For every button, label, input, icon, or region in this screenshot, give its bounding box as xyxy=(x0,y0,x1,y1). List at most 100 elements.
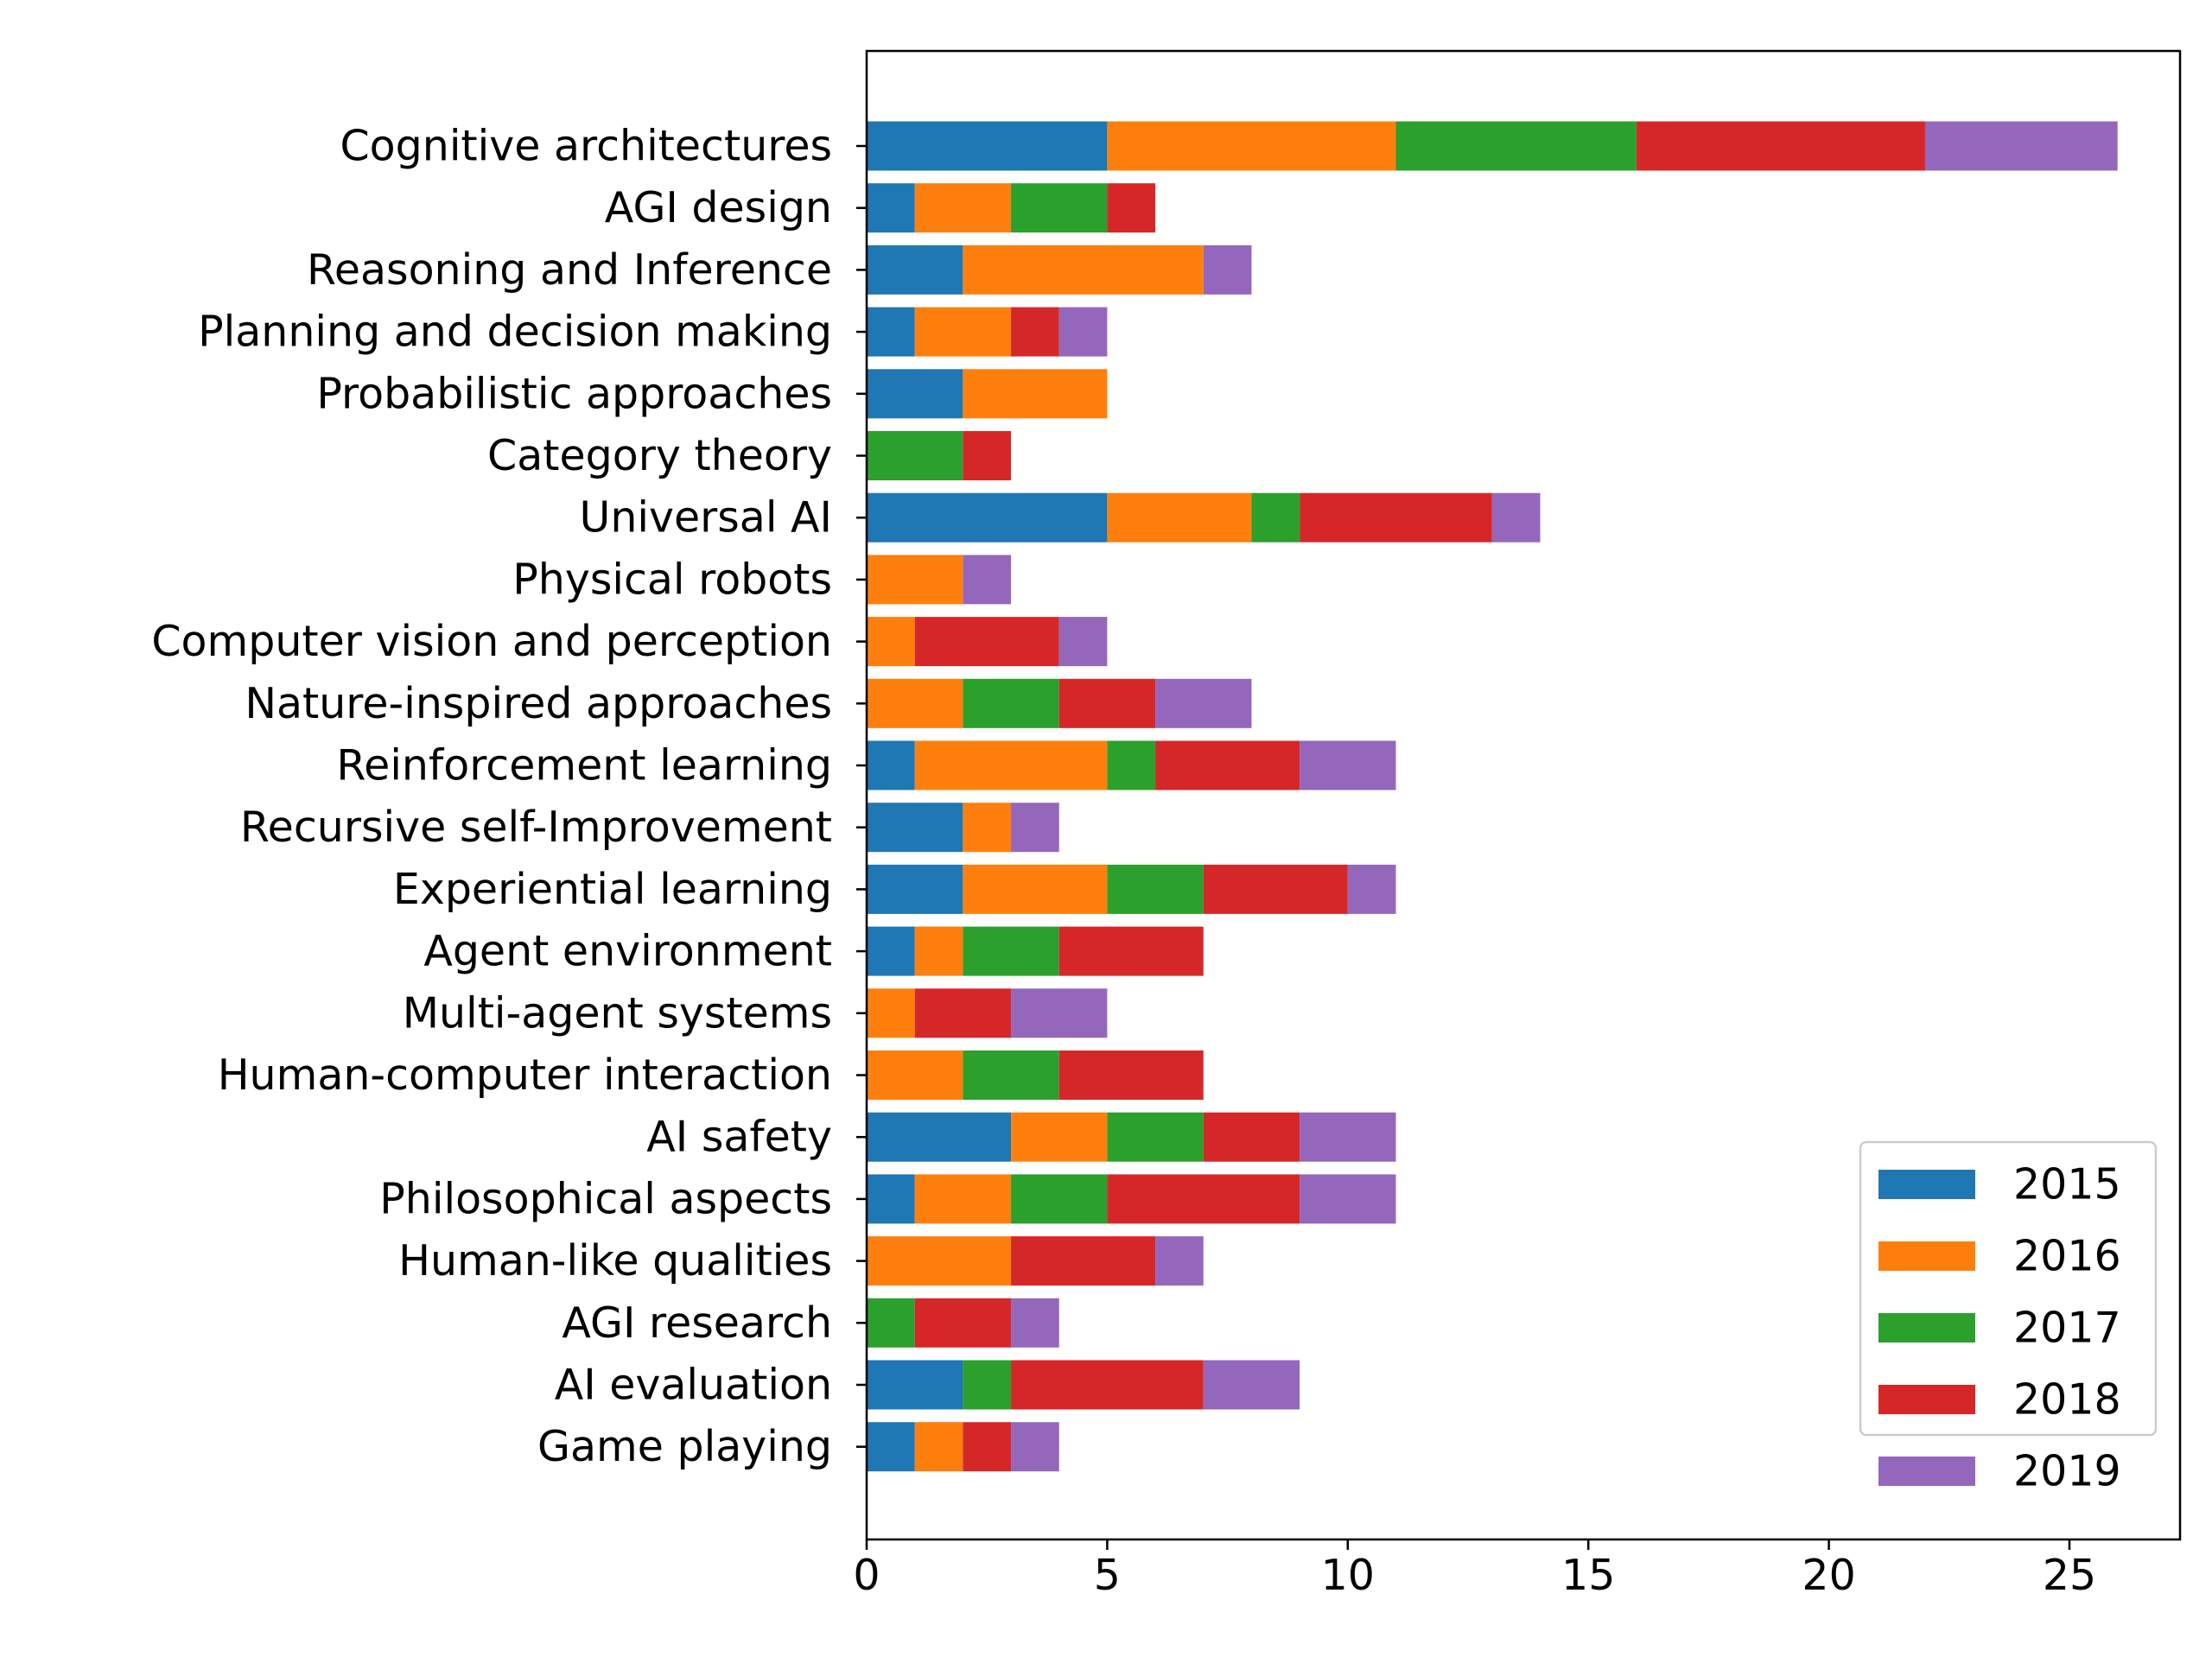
x-tick-label-15: 15 xyxy=(1561,1551,1615,1600)
bar-human-computer-interaction-2018 xyxy=(1058,1050,1204,1100)
bar-recursive-self-improvement-2019 xyxy=(1011,803,1059,853)
bar-experiential-learning-2015 xyxy=(867,864,963,914)
bar-experiential-learning-2017 xyxy=(1107,864,1204,914)
bar-philosophical-aspects-2017 xyxy=(1011,1174,1108,1224)
bar-planning-and-decision-making-2016 xyxy=(914,307,1012,357)
bar-multi-agent-systems-2018 xyxy=(914,988,1012,1038)
bar-ai-safety-2015 xyxy=(867,1112,1012,1162)
bar-philosophical-aspects-2018 xyxy=(1107,1174,1300,1224)
category-label-game-playing: Game playing xyxy=(537,1422,832,1471)
bar-recursive-self-improvement-2016 xyxy=(963,803,1012,853)
category-label-universal-ai: Universal AI xyxy=(579,493,832,543)
category-label-nature-inspired-approaches: Nature-inspired approaches xyxy=(245,679,832,728)
legend-swatch-2015 xyxy=(1878,1170,1975,1199)
bar-game-playing-2016 xyxy=(914,1422,963,1472)
bar-ai-evaluation-2018 xyxy=(1011,1360,1204,1410)
bar-agent-environment-2015 xyxy=(867,926,915,976)
bar-universal-ai-2017 xyxy=(1251,492,1300,543)
bar-reasoning-and-inference-2019 xyxy=(1203,244,1252,295)
bar-reinforcement-learning-2018 xyxy=(1155,740,1300,790)
bar-category-theory-2017 xyxy=(867,431,963,480)
legend-label-2016: 2016 xyxy=(2013,1232,2121,1281)
bar-nature-inspired-approaches-2016 xyxy=(867,678,963,728)
bar-universal-ai-2018 xyxy=(1300,492,1492,543)
bar-reinforcement-learning-2019 xyxy=(1300,740,1396,790)
legend-label-2019: 2019 xyxy=(2013,1447,2121,1496)
bar-experiential-learning-2016 xyxy=(963,864,1108,914)
bar-ai-evaluation-2015 xyxy=(867,1360,963,1410)
bar-ai-safety-2017 xyxy=(1107,1112,1204,1162)
category-label-category-theory: Category theory xyxy=(487,431,832,480)
bar-agent-environment-2016 xyxy=(914,926,963,976)
bar-cognitive-architectures-2019 xyxy=(1924,121,2118,171)
legend-label-2017: 2017 xyxy=(2013,1304,2121,1353)
category-label-experiential-learning: Experiential learning xyxy=(393,865,832,914)
category-label-recursive-self-improvement: Recursive self-Improvement xyxy=(240,803,832,852)
legend-swatch-2016 xyxy=(1878,1241,1975,1271)
category-label-multi-agent-systems: Multi-agent systems xyxy=(403,988,832,1038)
bar-reinforcement-learning-2016 xyxy=(914,740,1108,790)
bar-planning-and-decision-making-2018 xyxy=(1011,307,1059,357)
bar-ai-evaluation-2019 xyxy=(1203,1360,1300,1410)
bar-reasoning-and-inference-2015 xyxy=(867,244,963,295)
category-label-human-computer-interaction: Human-computer interaction xyxy=(218,1050,832,1100)
bar-agent-environment-2018 xyxy=(1058,926,1204,976)
legend-swatch-2018 xyxy=(1878,1385,1975,1414)
x-tick-label-25: 25 xyxy=(2043,1551,2096,1600)
bar-game-playing-2019 xyxy=(1011,1422,1059,1472)
legend: 2015 2016 2017 2018 2019 xyxy=(1859,1140,2158,1496)
bar-agi-research-2019 xyxy=(1011,1298,1059,1348)
x-axis: 0 5 10 15 20 25 xyxy=(853,1539,2096,1600)
category-label-agi-design: AGI design xyxy=(605,183,832,232)
bar-ai-safety-2018 xyxy=(1203,1112,1300,1162)
bar-cognitive-architectures-2018 xyxy=(1636,121,1925,171)
bar-ai-evaluation-2017 xyxy=(963,1360,1012,1410)
bar-nature-inspired-approaches-2019 xyxy=(1155,678,1252,728)
category-label-reinforcement-learning: Reinforcement learning xyxy=(336,741,832,790)
category-label-agent-environment: Agent environment xyxy=(423,927,832,976)
category-label-cognitive-architectures: Cognitive architectures xyxy=(340,122,832,171)
bar-universal-ai-2015 xyxy=(867,492,1108,543)
bar-game-playing-2018 xyxy=(963,1422,1012,1472)
bar-human-computer-interaction-2017 xyxy=(963,1050,1059,1100)
bar-reinforcement-learning-2017 xyxy=(1107,740,1156,790)
bar-probabilistic-approaches-2015 xyxy=(867,369,963,419)
bar-computer-vision-and-perception-2016 xyxy=(867,617,915,667)
bar-cognitive-architectures-2016 xyxy=(1107,121,1396,171)
bar-cognitive-architectures-2017 xyxy=(1395,121,1637,171)
bar-multi-agent-systems-2019 xyxy=(1011,988,1108,1038)
category-label-reasoning-and-inference: Reasoning and Inference xyxy=(307,245,832,295)
plot-frame xyxy=(865,49,2182,1541)
bar-universal-ai-2016 xyxy=(1107,492,1252,543)
bar-human-like-qualities-2019 xyxy=(1155,1236,1204,1286)
bar-computer-vision-and-perception-2018 xyxy=(914,617,1059,667)
bars-layer xyxy=(867,121,2118,1472)
category-label-probabilistic-approaches: Probabilistic approaches xyxy=(316,369,832,418)
bar-reasoning-and-inference-2016 xyxy=(963,244,1204,295)
category-label-computer-vision-and-perception: Computer vision and perception xyxy=(151,617,832,666)
bar-cognitive-architectures-2015 xyxy=(867,121,1108,171)
bar-recursive-self-improvement-2015 xyxy=(867,803,963,853)
bar-multi-agent-systems-2016 xyxy=(867,988,915,1038)
bar-agi-research-2017 xyxy=(867,1298,915,1348)
bar-agi-research-2018 xyxy=(914,1298,1012,1348)
x-tick-label-20: 20 xyxy=(1802,1551,1855,1600)
legend-box xyxy=(1859,1140,2158,1437)
category-label-ai-evaluation: AI evaluation xyxy=(555,1361,832,1410)
bar-universal-ai-2019 xyxy=(1491,492,1541,543)
bar-nature-inspired-approaches-2017 xyxy=(963,678,1059,728)
x-tick-label-5: 5 xyxy=(1094,1551,1121,1600)
category-labels: Cognitive architectures AGI design Reasoni… xyxy=(151,122,867,1471)
bar-planning-and-decision-making-2019 xyxy=(1058,307,1108,357)
bar-probabilistic-approaches-2016 xyxy=(963,369,1108,419)
category-label-philosophical-aspects: Philosophical aspects xyxy=(379,1174,832,1223)
bar-agi-design-2015 xyxy=(867,183,915,233)
legend-swatch-2017 xyxy=(1878,1313,1975,1342)
bar-philosophical-aspects-2019 xyxy=(1300,1174,1396,1224)
category-label-ai-safety: AI safety xyxy=(646,1113,832,1162)
bar-ai-safety-2019 xyxy=(1300,1112,1396,1162)
bar-nature-inspired-approaches-2018 xyxy=(1058,678,1156,728)
x-tick-label-10: 10 xyxy=(1321,1551,1375,1600)
legend-label-2018: 2018 xyxy=(2013,1375,2121,1425)
